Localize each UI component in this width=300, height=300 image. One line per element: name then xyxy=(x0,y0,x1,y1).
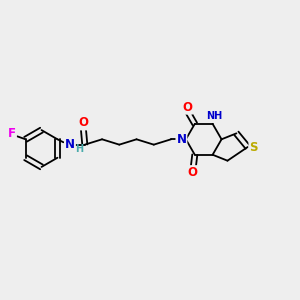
Text: F: F xyxy=(8,127,16,140)
Text: S: S xyxy=(249,140,258,154)
Text: NH: NH xyxy=(206,110,222,121)
Text: O: O xyxy=(78,116,88,130)
Text: O: O xyxy=(188,166,198,179)
Text: N: N xyxy=(65,138,75,151)
Text: O: O xyxy=(182,101,192,114)
Text: N: N xyxy=(176,133,186,146)
Text: H: H xyxy=(75,144,83,154)
